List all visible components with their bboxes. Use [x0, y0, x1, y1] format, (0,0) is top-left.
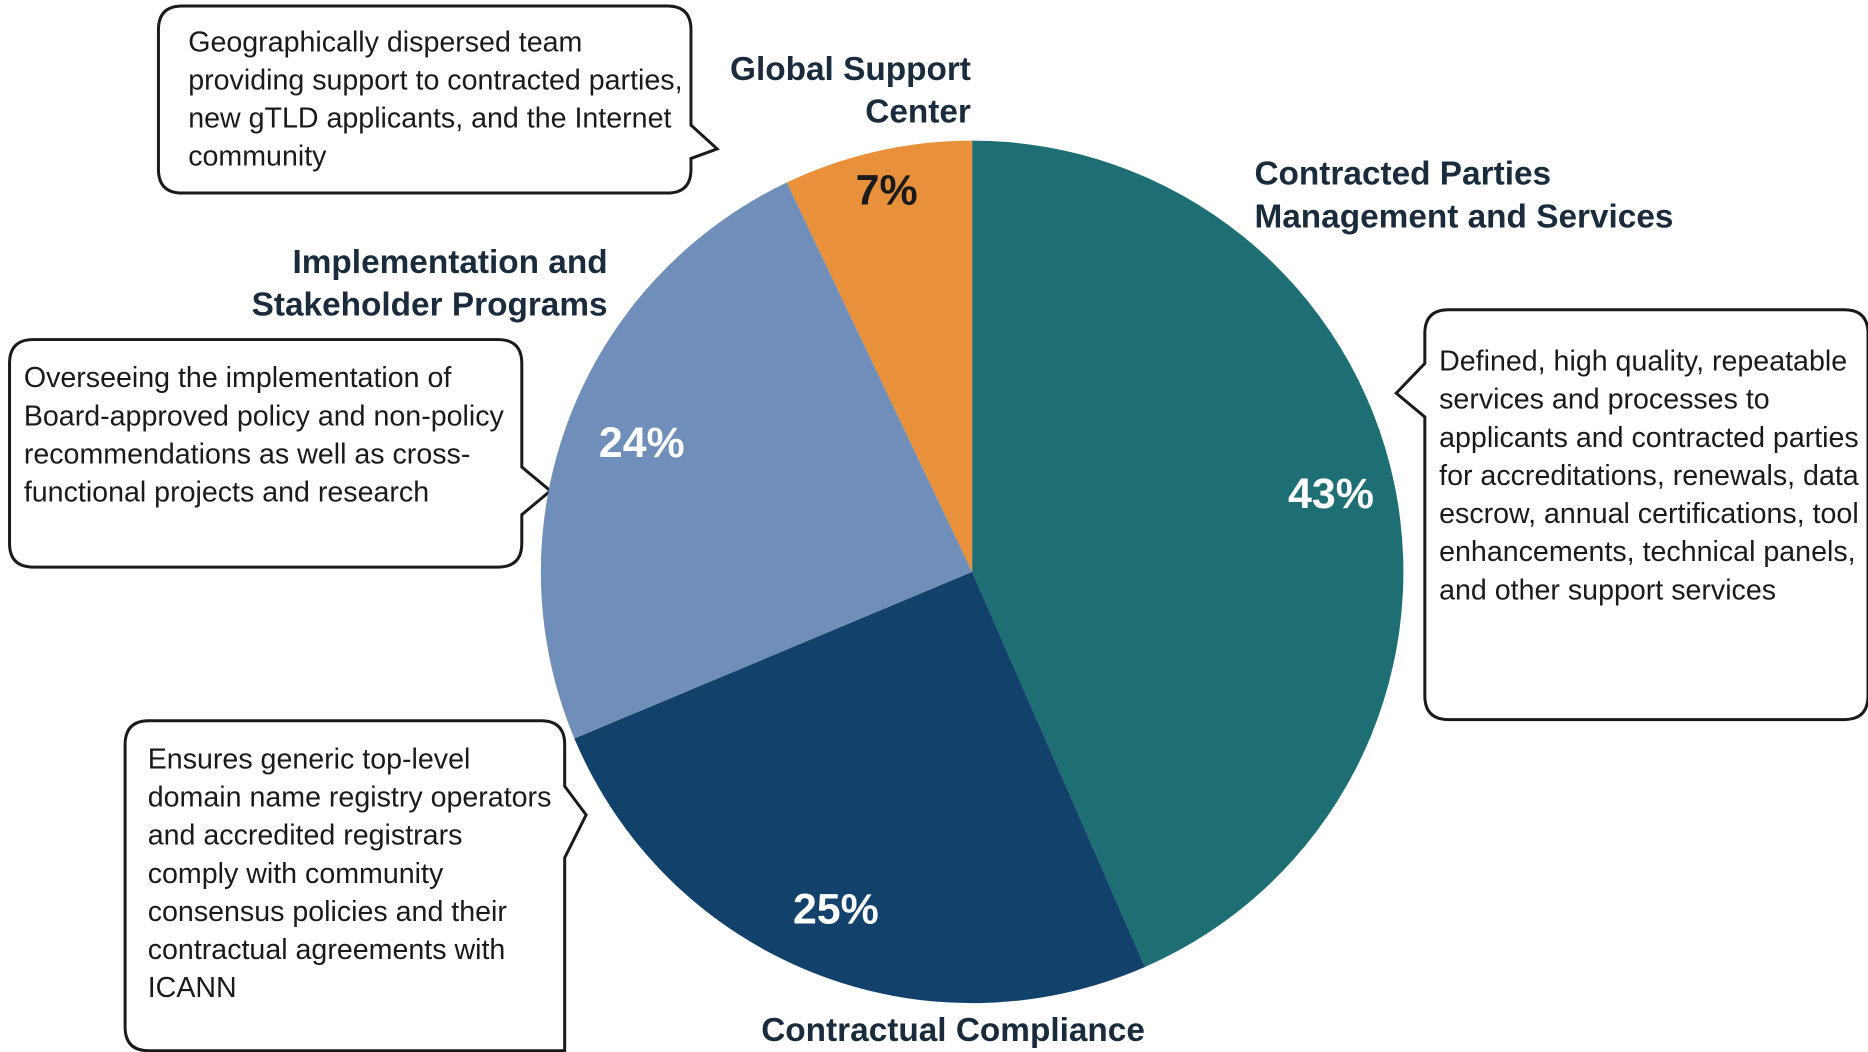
- callout-text: Overseeing the implementation of Board-a…: [23, 362, 504, 509]
- pie-slice: [574, 571, 1146, 1004]
- data-label: 24%: [599, 419, 685, 467]
- callout-text: Ensures generic top-level domain name re…: [147, 743, 552, 1005]
- category-label: Global Support Center: [730, 50, 971, 130]
- callout-box: [8, 338, 553, 569]
- callout-text: Geographically dispersed team providing …: [188, 26, 683, 173]
- data-label: 43%: [1288, 470, 1374, 518]
- legend-label: Implementation and Stakeholder Programs: [251, 243, 608, 323]
- callout-box: [1394, 308, 1868, 722]
- pie-slice: [972, 140, 1404, 967]
- annotation: Overseeing the implementation of Board-a…: [23, 362, 504, 509]
- pie: 43% 25% 24% 7%: [540, 140, 1404, 1004]
- callouts: [8, 4, 1868, 1052]
- data-label: 7%: [856, 167, 918, 215]
- data-label: 25%: [793, 886, 879, 934]
- category-label: Contractual Compliance: [761, 1011, 1145, 1049]
- legend-label: Contracted Parties Management and Servic…: [1254, 154, 1674, 235]
- pie-slice: [786, 140, 973, 572]
- annotation: Geographically dispersed team providing …: [188, 26, 683, 173]
- callout-box: [123, 719, 588, 1052]
- callout-box: [156, 4, 721, 195]
- legend-label: Global Support Center: [730, 50, 971, 130]
- annotation: Defined, high quality, repeatable servic…: [1439, 345, 1859, 607]
- callout-text: Defined, high quality, repeatable servic…: [1439, 345, 1859, 607]
- pie-slice: [540, 182, 973, 739]
- legend-label: Contractual Compliance: [761, 1011, 1145, 1049]
- annotation: Ensures generic top-level domain name re…: [147, 743, 552, 1005]
- category-label: Contracted Parties Management and Servic…: [1254, 154, 1674, 235]
- category-label: Implementation and Stakeholder Programs: [251, 243, 608, 323]
